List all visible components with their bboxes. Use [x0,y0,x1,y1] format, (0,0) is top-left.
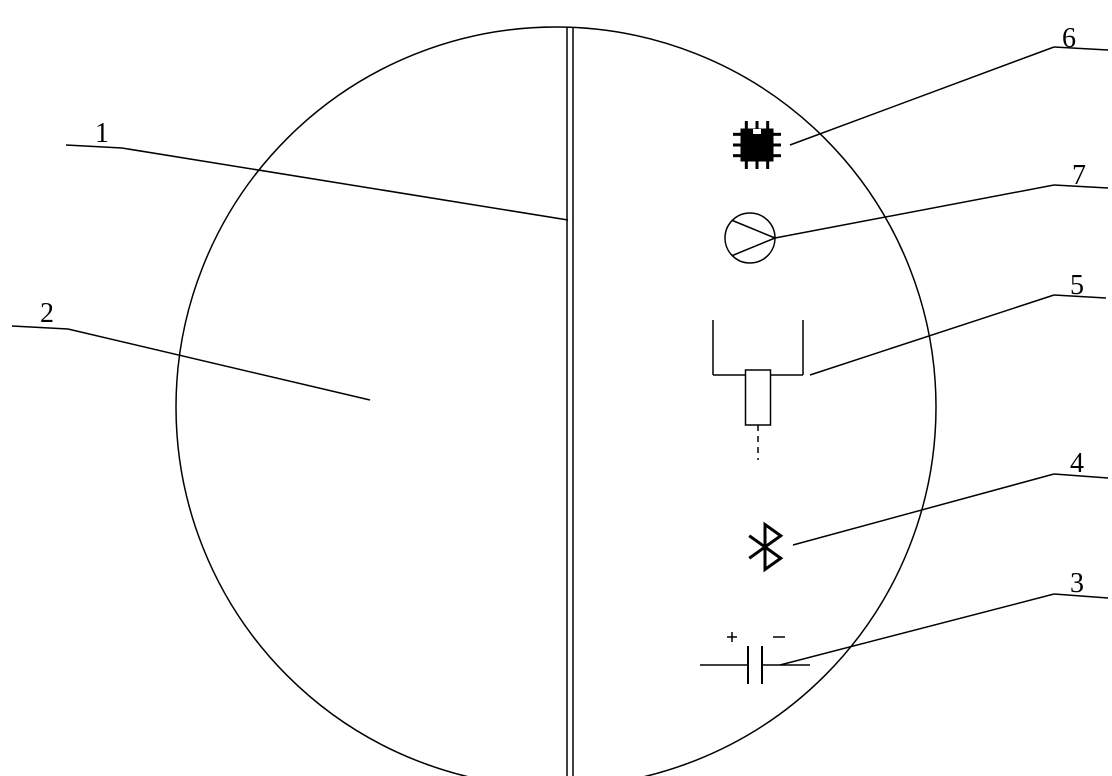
label-5: 5 [1070,270,1084,302]
label-1: 1 [95,118,109,150]
label-6: 6 [1062,23,1076,55]
label-7: 7 [1072,160,1086,192]
label-2: 2 [40,298,54,330]
label-4: 4 [1070,448,1084,480]
label-3: 3 [1070,568,1084,600]
diagram-canvas: 1 2 3 4 5 6 7 [0,0,1112,776]
diagram-svg [0,0,1112,776]
